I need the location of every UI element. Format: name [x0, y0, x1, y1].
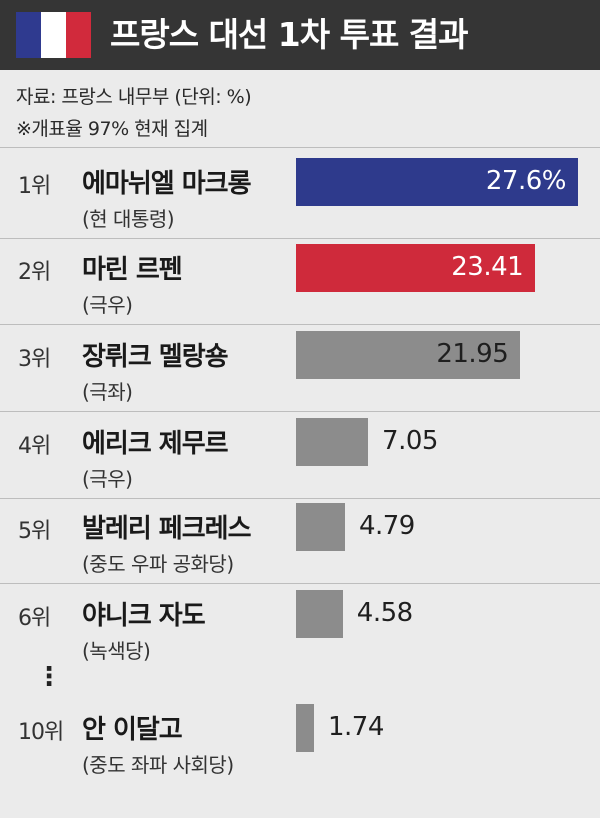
vote-share-label: 27.6%	[485, 166, 567, 196]
vote-share-bar	[296, 704, 314, 752]
vote-share-bar	[296, 158, 578, 206]
candidate-name: 야니크 자도	[82, 601, 206, 631]
row-divider	[0, 238, 600, 239]
candidate-rank: 4위	[18, 434, 51, 459]
candidate-name: 에마뉘엘 마크롱	[82, 169, 251, 199]
vote-share-label: 4.79	[358, 511, 415, 541]
candidate-rank: 1위	[18, 174, 51, 199]
source-note: 자료: 프랑스 내무부 (단위: %)	[16, 86, 252, 108]
candidate-party: (중도 우파 공화당)	[82, 552, 234, 576]
row-divider	[0, 498, 600, 499]
candidate-party: (녹색당)	[82, 639, 151, 663]
candidate-name: 에리크 제무르	[82, 429, 229, 459]
vote-share-bar	[296, 503, 345, 551]
chart-title: 프랑스 대선 1차 투표 결과	[110, 15, 469, 54]
vote-share-label: 1.74	[328, 712, 384, 742]
candidate-party: (극좌)	[82, 380, 133, 404]
row-divider	[0, 411, 600, 412]
row-divider	[0, 583, 600, 584]
row-divider	[0, 324, 600, 325]
vote-share-label: 7.05	[382, 426, 438, 456]
vote-share-bar	[296, 331, 521, 379]
candidate-party: (극우)	[82, 293, 133, 317]
vote-share-bar	[296, 590, 343, 638]
france-flag-icon	[16, 12, 91, 58]
vote-share-bar	[296, 244, 536, 292]
candidate-rank: 6위	[18, 606, 51, 631]
count-note: ※개표율 97% 현재 집계	[16, 118, 208, 140]
candidate-party: (현 대통령)	[82, 207, 175, 231]
candidate-rank: 2위	[18, 260, 51, 285]
vote-share-label: 4.58	[356, 598, 413, 628]
candidate-rank: 3위	[18, 347, 51, 372]
candidate-rank: 10위	[18, 720, 64, 745]
candidate-name: 안 이달고	[82, 715, 183, 745]
flag-stripe-white	[41, 12, 66, 58]
flag-stripe-blue	[16, 12, 41, 58]
omitted-ranks-ellipsis: ⋮	[36, 662, 62, 692]
vote-share-label: 23.41	[451, 252, 524, 282]
vote-share-label: 21.95	[436, 339, 509, 369]
candidate-party: (중도 좌파 사회당)	[82, 753, 234, 777]
vote-share-bar	[296, 418, 369, 466]
flag-stripe-red	[66, 12, 91, 58]
candidate-rank: 5위	[18, 519, 51, 544]
candidate-party: (극우)	[82, 467, 133, 491]
candidate-name: 마린 르펜	[82, 255, 183, 285]
candidate-name: 장뤼크 멜랑숑	[82, 342, 229, 372]
candidate-name: 발레리 페크레스	[82, 514, 251, 544]
header-divider	[0, 147, 600, 148]
chart-header: 프랑스 대선 1차 투표 결과	[0, 0, 600, 70]
